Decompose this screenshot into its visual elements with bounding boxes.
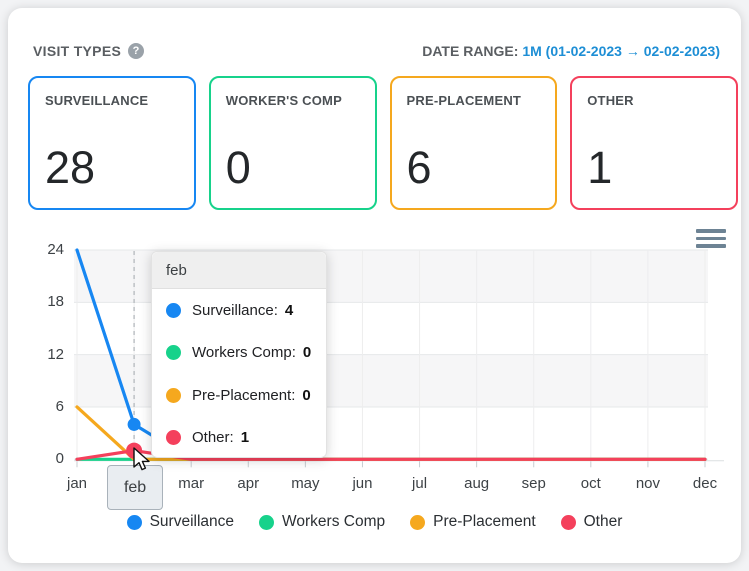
page-title: VISIT TYPES [33, 43, 122, 59]
card-workers-comp: WORKER'S COMP 0 [208, 76, 377, 210]
tooltip-series-dot [166, 387, 181, 403]
card-value: 28 [45, 142, 96, 193]
legend-item-workers-comp[interactable]: Workers Comp [259, 513, 385, 531]
legend-dot [410, 514, 426, 530]
card-value: 1 [587, 142, 613, 193]
tooltip-series-label: Workers Comp: [192, 344, 296, 362]
tooltip-series-label: Pre-Placement: [192, 386, 296, 404]
tooltip-series-value: 0 [302, 344, 312, 362]
tooltip-series-label: Other: [192, 429, 234, 447]
x-axis-label-feb-highlighted: feb [107, 465, 164, 510]
chart-menu-icon[interactable] [696, 229, 726, 248]
card-surveillance: SURVEILLANCE 28 [28, 76, 196, 210]
date-range-value[interactable]: 1M (01-02-2023 → 02-02-2023) [522, 43, 720, 59]
y-axis-label-6: 6 [55, 397, 64, 415]
tooltip-series-value: 1 [240, 429, 250, 447]
card-pre-placement: PRE-PLACEMENT 6 [389, 76, 558, 210]
card-title: WORKER'S COMP [225, 93, 342, 108]
help-icon[interactable]: ? [128, 43, 145, 59]
legend-dot [560, 514, 576, 530]
legend-label: Other [583, 513, 623, 530]
card-value: 6 [406, 142, 432, 193]
card-value: 0 [225, 142, 251, 193]
legend-item-surveillance[interactable]: Surveillance [126, 513, 235, 531]
y-axis-label-18: 18 [47, 293, 64, 311]
y-axis-label-24: 24 [47, 241, 64, 258]
legend-dot [126, 514, 142, 530]
card-title: OTHER [587, 93, 634, 108]
tooltip-series-dot [166, 302, 181, 318]
tooltip-series-dot [166, 345, 181, 361]
tooltip-title: feb [152, 252, 326, 289]
x-axis-label-dec: dec [692, 475, 718, 492]
date-range-label: DATE RANGE: [422, 43, 523, 59]
summary-cards: SURVEILLANCE 28 WORKER'S COMP 0 PRE-PLAC… [28, 76, 738, 210]
date-range: DATE RANGE: 1M (01-02-2023 → 02-02-2023) [422, 43, 720, 59]
legend-label: Pre-Placement [433, 513, 536, 530]
tooltip-series-dot [166, 430, 181, 446]
tooltip-row-surveillance: Surveillance: 4 [152, 289, 326, 332]
x-axis-label-aug: aug [464, 475, 490, 492]
x-axis-label-sep: sep [521, 475, 546, 492]
tooltip-series-label: Surveillance: [192, 301, 278, 319]
chart-legend: Surveillance Workers Comp Pre-Placement Oth… [8, 513, 741, 531]
legend-label: Surveillance [149, 513, 235, 530]
tooltip-series-value: 0 [302, 386, 311, 404]
x-axis-label-nov: nov [635, 475, 660, 492]
chart-tooltip: feb Surveillance: 4 Workers Comp: 0 Pre-Plac… [151, 251, 327, 458]
card-title: PRE-PLACEMENT [406, 93, 522, 108]
tooltip-row-other: Other: 1 [152, 417, 326, 460]
legend-item-pre-placement[interactable]: Pre-Placement [410, 513, 536, 531]
y-axis-label-0: 0 [55, 450, 64, 468]
x-axis-label-may: may [291, 475, 320, 492]
legend-item-other[interactable]: Other [560, 513, 623, 531]
x-axis-label-jan: jan [66, 475, 88, 492]
card-other: OTHER 1 [570, 76, 738, 210]
mouse-cursor [133, 447, 150, 471]
x-axis-label-jul: jul [412, 475, 428, 492]
tooltip-series-value: 4 [284, 301, 294, 319]
x-axis-label-oct: oct [580, 475, 601, 492]
tooltip-row-pre-placement: Pre-Placement: 0 [152, 374, 326, 417]
legend-dot [259, 514, 275, 530]
y-axis-label-12: 12 [47, 345, 64, 363]
x-axis-label-jun: jun [352, 475, 373, 492]
panel-title-row: VISIT TYPES ? [33, 43, 145, 59]
legend-label: Workers Comp [282, 513, 386, 530]
x-axis-label-mar: mar [178, 475, 205, 492]
tooltip-row-workers-comp: Workers Comp: 0 [152, 332, 326, 375]
x-axis-label-apr: apr [237, 475, 260, 492]
card-title: SURVEILLANCE [45, 93, 149, 108]
